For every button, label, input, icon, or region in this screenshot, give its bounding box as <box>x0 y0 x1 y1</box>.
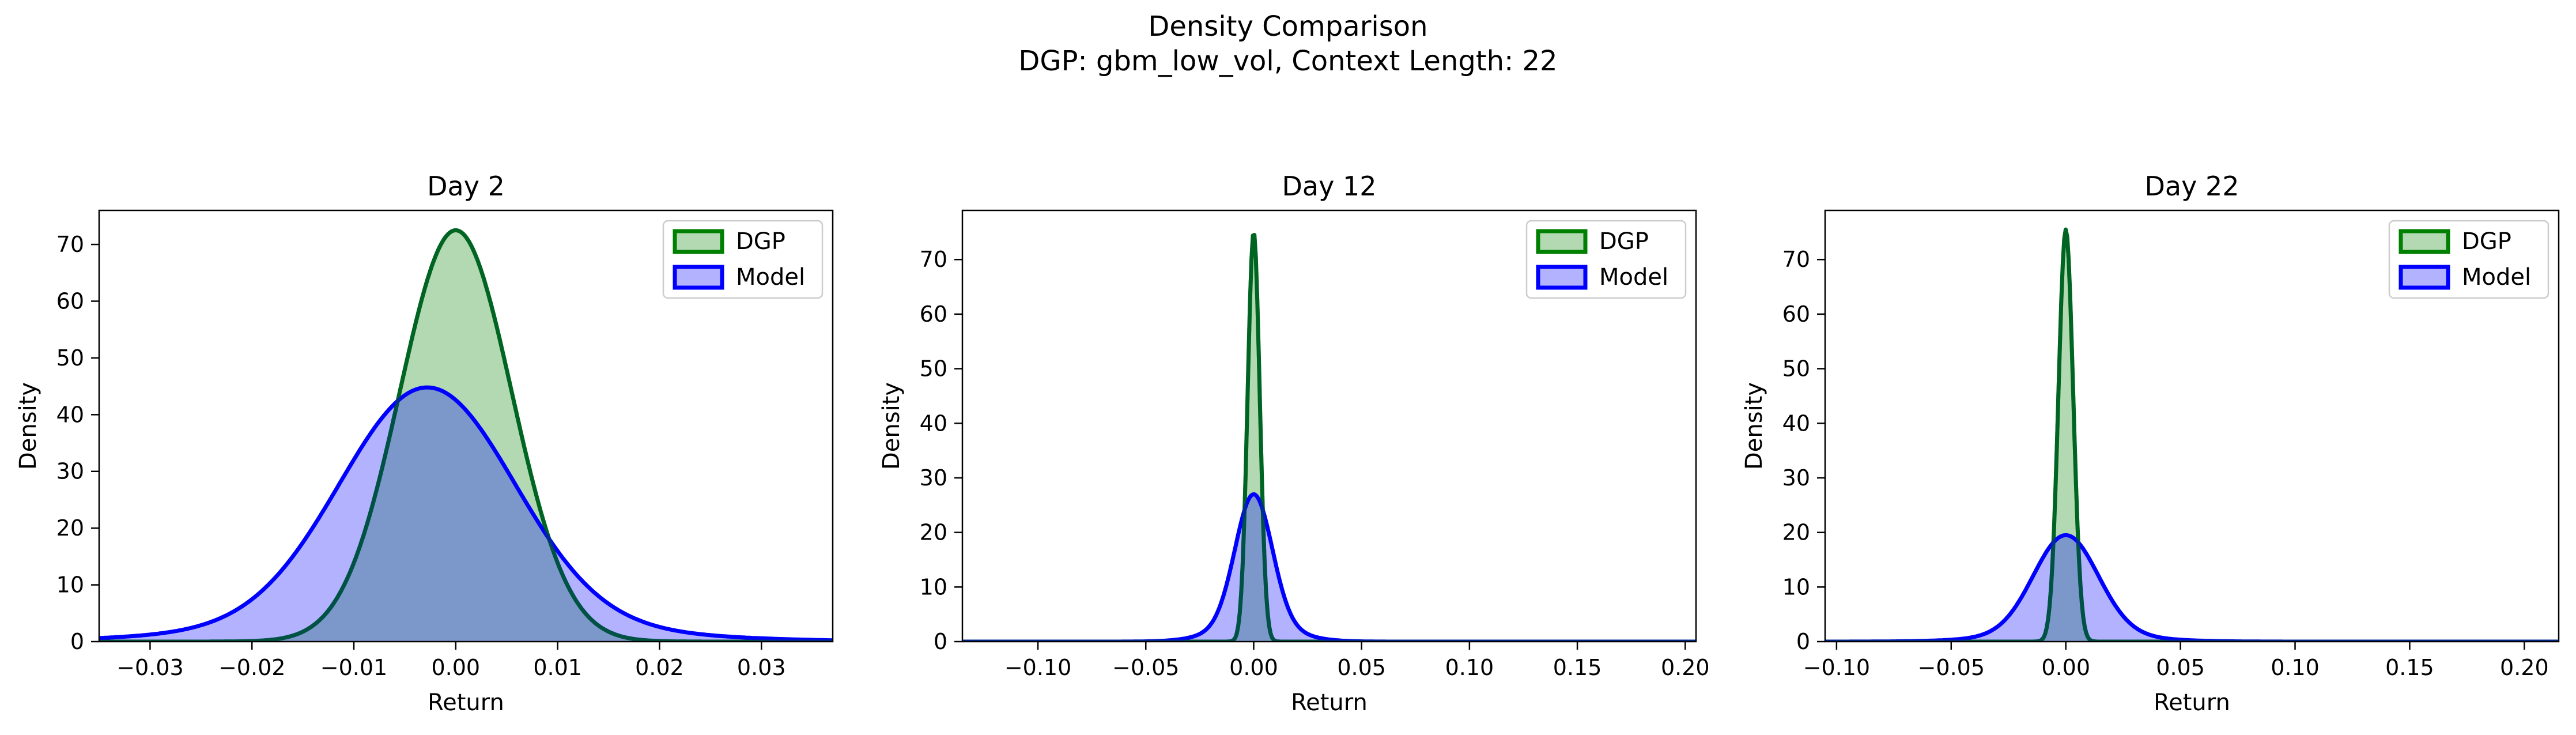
x-axis-label: Return <box>428 689 504 716</box>
legend-box <box>1525 220 1687 299</box>
model-density-fill <box>99 387 833 642</box>
dgp-legend-label: DGP <box>2462 228 2511 255</box>
legend: DGP Model <box>1525 220 1687 299</box>
figure-title: Density Comparison <box>1148 10 1427 43</box>
x-tick-label: 0.10 <box>1445 655 1494 680</box>
subplot-2: −0.10 −0.05 0.00 0.05 0.10 0.15 0.20 0 10 20 30 40 5… <box>878 171 1710 716</box>
subplot-3: −0.10 −0.05 0.00 0.05 0.10 0.15 0.20 0 10 20 30 40 5… <box>1741 171 2560 716</box>
figure-subtitle: DGP: gbm_low_vol, Context Length: 22 <box>1018 45 1557 77</box>
x-tick-label: 0.00 <box>1229 655 1278 680</box>
y-tick-label: 70 <box>56 232 84 257</box>
y-tick-label: 60 <box>56 288 84 314</box>
y-tick-label: 20 <box>920 520 947 545</box>
x-tick-label: 0.03 <box>737 655 786 680</box>
y-tick-label: 10 <box>920 574 947 600</box>
y-tick-label: 40 <box>56 402 84 427</box>
x-tick-label: −0.10 <box>1803 655 1870 680</box>
y-tick-label: 60 <box>1782 301 1810 327</box>
model-legend-label: Model <box>1599 264 1668 291</box>
y-tick-label: 0 <box>934 629 947 654</box>
dgp-legend-label: DGP <box>736 228 785 255</box>
model-density-line <box>962 492 1696 642</box>
subplot-title: Day 12 <box>1282 171 1377 202</box>
y-tick-label: 70 <box>920 247 947 272</box>
dgp-legend-swatch <box>2399 229 2450 254</box>
y-tick-label: 60 <box>920 301 947 327</box>
y-tick-label: 20 <box>56 515 84 541</box>
dgp-legend-label: DGP <box>1599 228 1649 255</box>
y-tick-label: 30 <box>1782 465 1810 491</box>
legend-box <box>662 220 824 299</box>
x-tick-label: 0.02 <box>635 655 684 680</box>
x-tick-label: 0.20 <box>1661 655 1710 680</box>
model-legend-label: Model <box>736 264 805 291</box>
model-density-line <box>99 385 833 642</box>
y-tick-label: 30 <box>920 465 947 491</box>
subplot-title: Day 22 <box>2145 171 2239 202</box>
density-curves <box>962 233 1696 642</box>
dgp-legend-swatch <box>673 229 724 254</box>
x-axis-label: Return <box>1291 689 1368 716</box>
model-legend-swatch <box>1536 265 1588 290</box>
x-tick-label: −0.05 <box>1918 655 1985 680</box>
legend: DGP Model <box>2388 220 2549 299</box>
y-tick-label: 70 <box>1782 247 1810 272</box>
x-tick-label: 0.05 <box>1337 655 1386 680</box>
x-tick-label: −0.03 <box>116 655 183 680</box>
y-tick-label: 50 <box>1782 356 1810 382</box>
legend-box <box>2388 220 2549 299</box>
y-tick-label: 0 <box>1796 629 1810 654</box>
y-tick-label: 40 <box>920 410 947 436</box>
x-tick-label: 0.05 <box>2156 655 2205 680</box>
x-tick-label: 0.15 <box>1553 655 1602 680</box>
x-tick-label: 0.20 <box>2500 655 2549 680</box>
plot-frame <box>98 209 834 643</box>
y-tick-label: 30 <box>56 459 84 484</box>
x-axis-label: Return <box>2154 689 2230 716</box>
x-tick-label: 0.00 <box>432 655 481 680</box>
legend: DGP Model <box>662 220 824 299</box>
dgp-legend-swatch <box>1536 229 1588 254</box>
x-tick-label: −0.01 <box>320 655 387 680</box>
y-tick-label: 20 <box>1782 520 1810 545</box>
x-tick-label: −0.02 <box>218 655 285 680</box>
subplot-title: Day 2 <box>427 171 505 202</box>
y-axis-label: Density <box>878 382 905 470</box>
x-tick-label: 0.00 <box>2041 655 2090 680</box>
density-curves <box>1825 227 2559 642</box>
x-tick-label: 0.10 <box>2271 655 2320 680</box>
y-tick-label: 40 <box>1782 410 1810 436</box>
subplot-1: −0.03 −0.02 −0.01 0.00 0.01 0.02 0.03 0 10 20 30 40… <box>15 171 834 716</box>
model-legend-label: Model <box>2462 264 2531 291</box>
dgp-density-fill <box>99 230 833 642</box>
y-axis-label: Density <box>1741 382 1767 470</box>
plot-frame <box>1824 209 2560 643</box>
subplot-panels: −0.03 −0.02 −0.01 0.00 0.01 0.02 0.03 0 10 20 30 40… <box>15 171 2560 716</box>
x-tick-label: −0.10 <box>1004 655 1071 680</box>
model-legend-swatch <box>2399 265 2450 290</box>
x-tick-label: −0.05 <box>1112 655 1179 680</box>
y-tick-label: 10 <box>56 572 84 598</box>
y-tick-label: 10 <box>1782 574 1810 600</box>
y-tick-label: 0 <box>70 629 84 654</box>
y-axis-label: Density <box>15 382 41 470</box>
x-tick-label: 0.01 <box>533 655 582 680</box>
x-tick-label: 0.15 <box>2385 655 2434 680</box>
plot-frame <box>961 209 1697 643</box>
y-tick-label: 50 <box>56 345 84 371</box>
model-legend-swatch <box>673 265 724 290</box>
y-tick-label: 50 <box>920 356 947 382</box>
